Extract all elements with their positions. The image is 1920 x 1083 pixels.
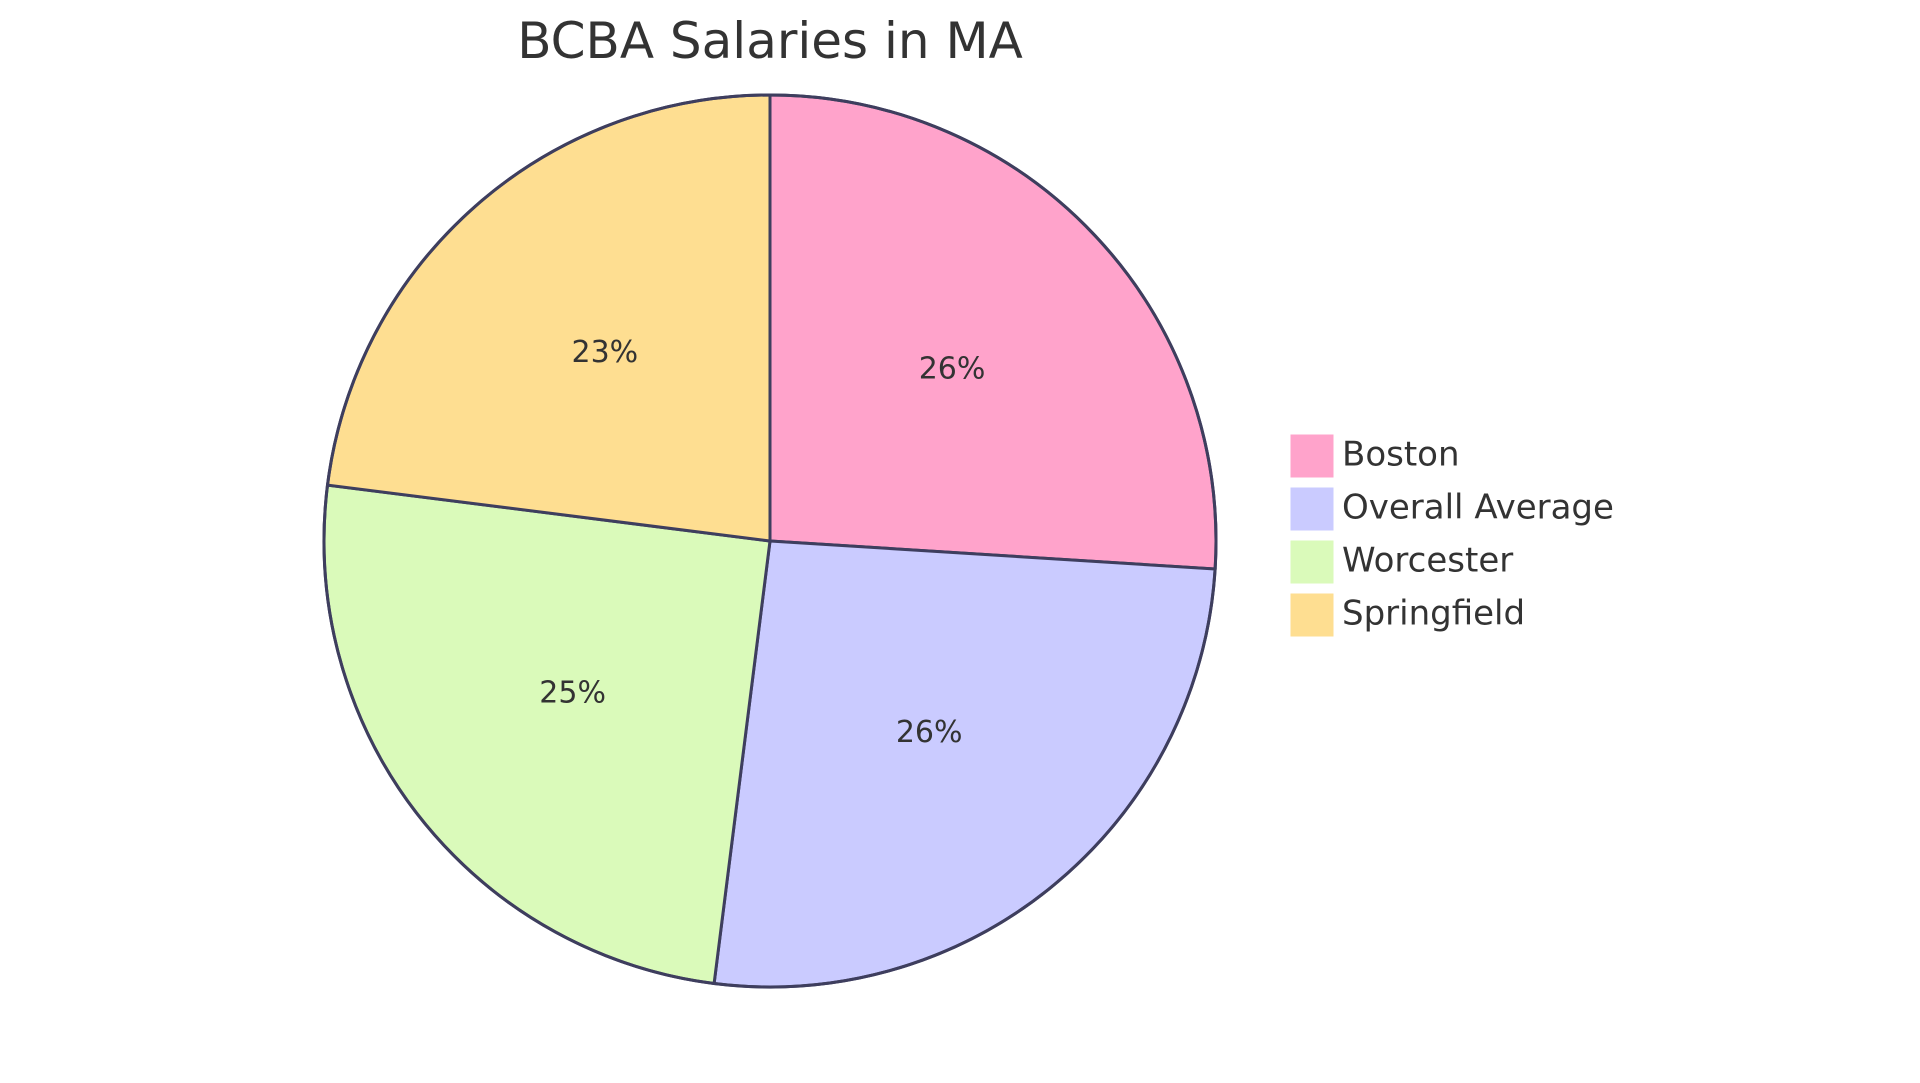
pie-slice-worcester xyxy=(322,483,772,986)
pie-outline xyxy=(322,93,1218,989)
pie-slice-labels: 26% 26% 25% 23% xyxy=(539,335,985,750)
slice-label-worcester: 25% xyxy=(539,676,606,711)
chart-title: BCBA Salaries in MA xyxy=(517,12,1023,70)
slice-label-boston: 26% xyxy=(919,352,986,387)
pie-slices xyxy=(322,93,1218,989)
legend-label-springfield: Springfield xyxy=(1342,594,1525,634)
slice-label-overall-average: 26% xyxy=(896,715,963,750)
slice-label-springfield: 23% xyxy=(571,335,638,370)
legend: Boston Overall Average Worcester Springfiel… xyxy=(1289,433,1614,638)
legend-label-worcester: Worcester xyxy=(1342,541,1513,581)
legend-label-boston: Boston xyxy=(1342,435,1460,475)
pie-slice-boston xyxy=(768,93,1218,571)
legend-swatch-overall-average xyxy=(1289,486,1335,532)
legend-swatch-worcester xyxy=(1289,539,1335,585)
pie-slice-overall-average xyxy=(712,539,1217,989)
pie-slice-springfield xyxy=(325,93,772,543)
legend-label-overall-average: Overall Average xyxy=(1342,488,1614,528)
legend-swatch-springfield xyxy=(1289,592,1335,638)
legend-swatch-boston xyxy=(1289,433,1335,479)
